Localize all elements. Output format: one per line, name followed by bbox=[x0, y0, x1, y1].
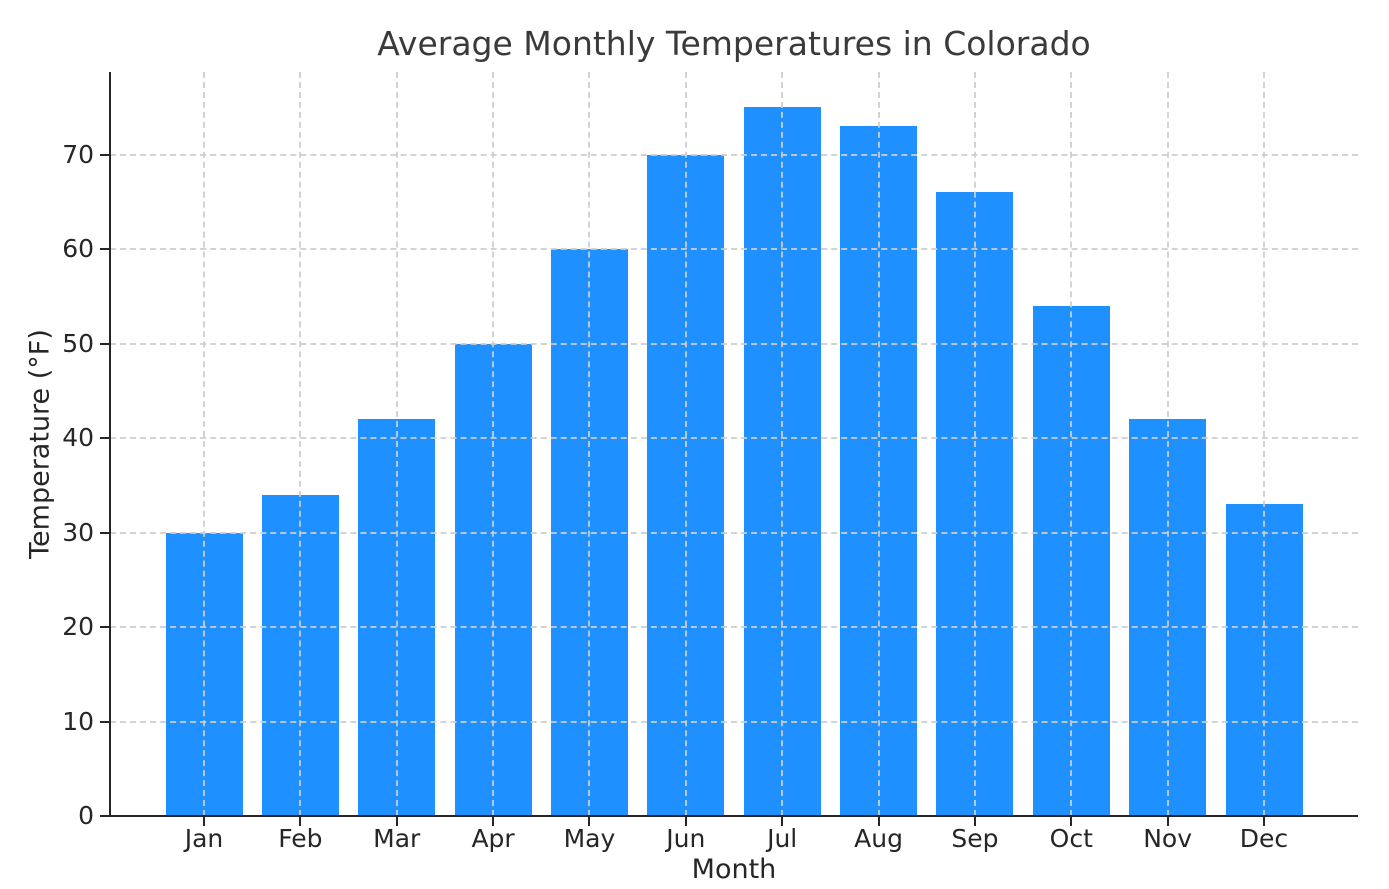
y-tickmark bbox=[100, 531, 110, 534]
x-tickmark bbox=[684, 816, 687, 826]
y-gridline bbox=[110, 248, 1358, 251]
y-tickmark bbox=[100, 342, 110, 345]
y-tick-label: 70 bbox=[62, 139, 94, 169]
y-gridline bbox=[110, 342, 1358, 345]
x-tick-label: May bbox=[563, 824, 616, 853]
x-tickmark bbox=[492, 816, 495, 826]
x-tick-label: Aug bbox=[854, 824, 903, 853]
y-tickmark bbox=[100, 626, 110, 629]
x-tickmark bbox=[1070, 816, 1073, 826]
y-tickmark bbox=[100, 815, 110, 817]
y-tick-label: 10 bbox=[62, 706, 94, 736]
x-gridline bbox=[1070, 72, 1073, 816]
x-tick-label: Jul bbox=[767, 824, 798, 853]
y-tick-label: 30 bbox=[62, 517, 94, 547]
x-tick-label: Apr bbox=[471, 824, 515, 853]
x-tick-label: Jan bbox=[184, 824, 224, 853]
x-tickmark bbox=[1263, 816, 1265, 826]
x-tickmark bbox=[299, 816, 302, 826]
x-tick-label: Nov bbox=[1143, 824, 1193, 853]
y-tickmark bbox=[100, 248, 110, 251]
x-tick-label: Dec bbox=[1239, 824, 1289, 853]
x-tick-label: Jun bbox=[666, 824, 706, 853]
y-gridline bbox=[110, 437, 1358, 440]
y-gridline bbox=[110, 720, 1358, 723]
y-tick-label: 40 bbox=[62, 423, 94, 453]
x-gridline bbox=[395, 72, 398, 816]
x-gridline bbox=[973, 72, 976, 816]
x-tickmark bbox=[781, 816, 784, 826]
x-tickmark bbox=[395, 816, 398, 826]
x-tickmark bbox=[588, 816, 591, 826]
plot-area bbox=[110, 72, 1358, 816]
y-tick-label: 0 bbox=[78, 801, 94, 830]
x-tickmark bbox=[973, 816, 976, 826]
x-gridline bbox=[1263, 72, 1265, 816]
y-tick-label: 20 bbox=[62, 612, 94, 642]
x-tickmark bbox=[203, 816, 205, 826]
y-gridline bbox=[110, 153, 1358, 156]
x-tick-label: Feb bbox=[278, 824, 323, 853]
x-gridline bbox=[877, 72, 880, 816]
x-tick-label: Sep bbox=[951, 824, 999, 853]
x-gridline bbox=[781, 72, 784, 816]
y-gridline bbox=[110, 531, 1358, 534]
x-tickmark bbox=[1166, 816, 1169, 826]
x-gridline bbox=[299, 72, 302, 816]
y-gridline bbox=[110, 626, 1358, 629]
chart-title: Average Monthly Temperatures in Colorado bbox=[377, 24, 1091, 63]
x-axis-spine bbox=[109, 815, 1358, 817]
y-tickmark bbox=[100, 720, 110, 723]
x-axis-label: Month bbox=[691, 854, 777, 885]
x-tick-label: Mar bbox=[373, 824, 421, 853]
y-axis-spine bbox=[109, 72, 111, 817]
x-gridline bbox=[203, 72, 205, 816]
y-tickmark bbox=[100, 437, 110, 440]
x-gridline bbox=[492, 72, 495, 816]
x-tickmark bbox=[877, 816, 880, 826]
x-gridline bbox=[588, 72, 591, 816]
x-gridline bbox=[1166, 72, 1169, 816]
x-gridline bbox=[684, 72, 687, 816]
y-tickmark bbox=[100, 153, 110, 156]
y-tick-label: 60 bbox=[62, 234, 94, 264]
y-tick-label: 50 bbox=[62, 328, 94, 358]
x-tick-label: Oct bbox=[1049, 824, 1093, 853]
